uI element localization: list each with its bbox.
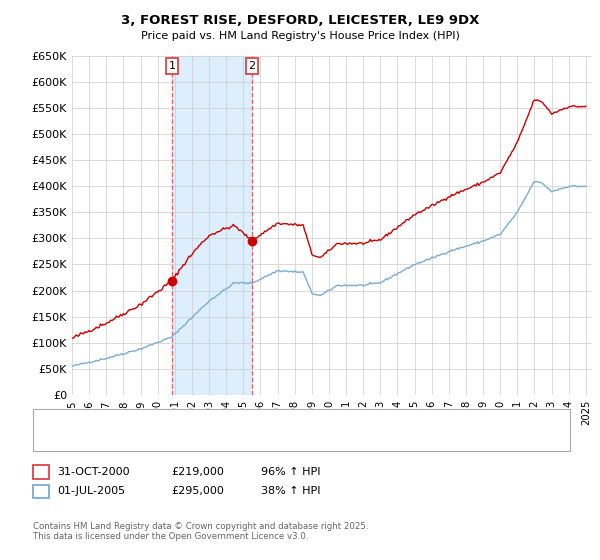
Text: £295,000: £295,000 [171, 486, 224, 496]
Text: Contains HM Land Registry data © Crown copyright and database right 2025.
This d: Contains HM Land Registry data © Crown c… [33, 522, 368, 542]
Text: ——: —— [42, 434, 67, 447]
Bar [172, 56, 252, 395]
Text: 31-OCT-2000: 31-OCT-2000 [57, 466, 130, 477]
Text: ——: —— [42, 414, 67, 428]
Text: 1: 1 [169, 61, 175, 71]
Text: 96% ↑ HPI: 96% ↑ HPI [261, 466, 320, 477]
Text: £219,000: £219,000 [171, 466, 224, 477]
Text: 1: 1 [37, 466, 44, 477]
Text: 2: 2 [248, 61, 256, 71]
Text: 3, FOREST RISE, DESFORD, LEICESTER, LE9 9DX (detached house): 3, FOREST RISE, DESFORD, LEICESTER, LE9 … [69, 416, 399, 426]
Text: 38% ↑ HPI: 38% ↑ HPI [261, 486, 320, 496]
Text: HPI: Average price, detached house, Hinckley and Bosworth: HPI: Average price, detached house, Hinc… [69, 436, 368, 446]
Text: 01-JUL-2005: 01-JUL-2005 [57, 486, 125, 496]
Text: 3, FOREST RISE, DESFORD, LEICESTER, LE9 9DX: 3, FOREST RISE, DESFORD, LEICESTER, LE9 … [121, 14, 479, 27]
Text: 2: 2 [37, 486, 44, 496]
Text: Price paid vs. HM Land Registry's House Price Index (HPI): Price paid vs. HM Land Registry's House … [140, 31, 460, 41]
